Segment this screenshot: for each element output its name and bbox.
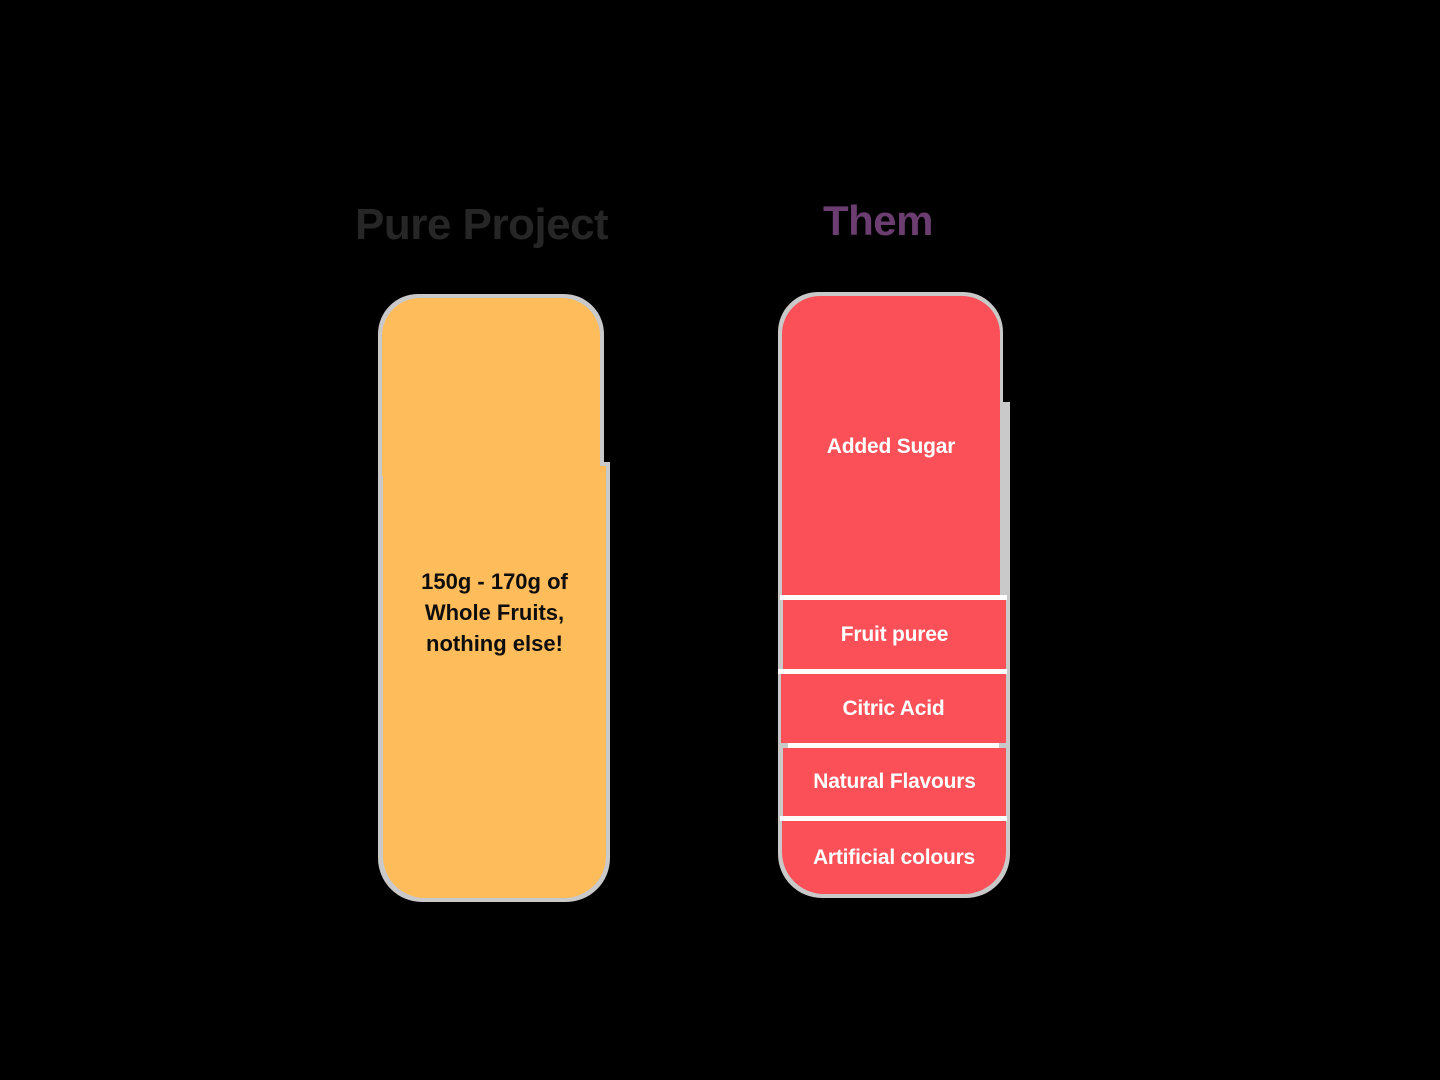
segment-divider-3 bbox=[788, 743, 999, 748]
segment-divider-4 bbox=[780, 816, 1007, 821]
bar-segment-citric-acid: Citric Acid bbox=[781, 674, 1006, 743]
bar-segment-artificial-colours: Artificial colours bbox=[782, 821, 1006, 894]
bar-them: Added Sugar Fruit puree Citric Acid Natu… bbox=[778, 292, 1010, 898]
segment-divider-2 bbox=[778, 669, 1007, 674]
bar-segment-added-sugar: Added Sugar bbox=[782, 296, 1000, 596]
bar-segment-natural-flavours: Natural Flavours bbox=[783, 748, 1006, 816]
bar-segment-whole-fruits-upper bbox=[382, 298, 600, 476]
bar-segment-whole-fruits-lower bbox=[383, 466, 606, 898]
bar-segment-label-artificial-colours: Artificial colours bbox=[812, 845, 976, 869]
bar-segment-label-fruit-puree: Fruit puree bbox=[840, 622, 949, 646]
bar-segment-label-citric-acid: Citric Acid bbox=[842, 696, 945, 720]
bar-label-whole-fruits: 150g - 170g of Whole Fruits, nothing els… bbox=[421, 569, 568, 656]
bar-segment-label-added-sugar: Added Sugar bbox=[826, 435, 956, 458]
bar-segment-fruit-puree: Fruit puree bbox=[783, 600, 1006, 669]
segment-divider-1 bbox=[780, 595, 1007, 600]
bar-pure-project: 150g - 170g of Whole Fruits, nothing els… bbox=[378, 294, 610, 902]
bar-segment-label-natural-flavours: Natural Flavours bbox=[813, 770, 976, 793]
column-title-them: Them bbox=[823, 197, 934, 244]
column-title-pure-project: Pure Project bbox=[355, 200, 609, 249]
